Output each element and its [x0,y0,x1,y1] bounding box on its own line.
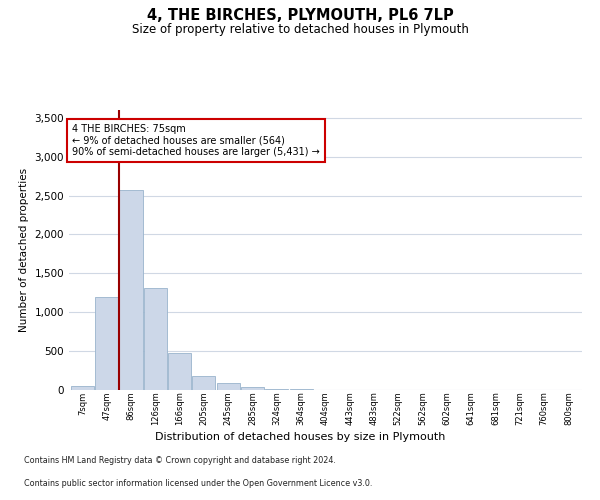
Text: 4 THE BIRCHES: 75sqm
← 9% of detached houses are smaller (564)
90% of semi-detac: 4 THE BIRCHES: 75sqm ← 9% of detached ho… [72,124,320,157]
Text: Size of property relative to detached houses in Plymouth: Size of property relative to detached ho… [131,22,469,36]
Bar [290,389,313,390]
Bar [95,296,118,390]
Bar [241,387,264,390]
Bar [192,376,215,390]
Text: Contains HM Land Registry data © Crown copyright and database right 2024.: Contains HM Land Registry data © Crown c… [24,456,336,465]
Bar [217,383,240,390]
Y-axis label: Number of detached properties: Number of detached properties [19,168,29,332]
Bar [119,190,143,390]
Bar [71,386,94,390]
Bar [168,354,191,390]
Text: Contains public sector information licensed under the Open Government Licence v3: Contains public sector information licen… [24,478,373,488]
Bar [144,288,167,390]
Bar [265,389,289,390]
Text: Distribution of detached houses by size in Plymouth: Distribution of detached houses by size … [155,432,445,442]
Text: 4, THE BIRCHES, PLYMOUTH, PL6 7LP: 4, THE BIRCHES, PLYMOUTH, PL6 7LP [146,8,454,22]
